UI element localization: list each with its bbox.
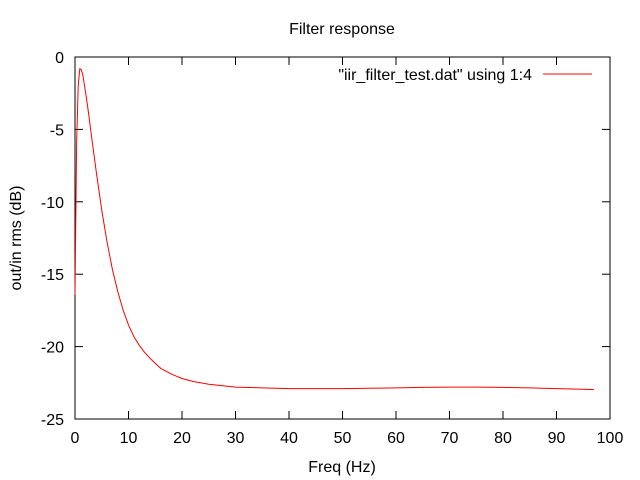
chart-title: Filter response xyxy=(289,21,395,38)
y-tick-label: 0 xyxy=(55,50,64,67)
x-tick-label: 50 xyxy=(334,430,352,447)
legend: "iir_filter_test.dat" using 1:4 xyxy=(338,67,592,84)
y-tick-label: -10 xyxy=(41,195,64,212)
x-tick-label: 0 xyxy=(71,430,80,447)
x-tick-label: 10 xyxy=(120,430,138,447)
legend-label: "iir_filter_test.dat" using 1:4 xyxy=(338,67,532,84)
y-axis-label: out/in rms (dB) xyxy=(8,186,25,291)
plot-frame xyxy=(74,56,611,420)
x-tick-label: 60 xyxy=(387,430,405,447)
series-line xyxy=(74,68,594,391)
x-tick-label: 90 xyxy=(548,430,566,447)
series-layer xyxy=(74,68,594,391)
y-tick-label: -15 xyxy=(41,267,64,284)
y-tick-label: -20 xyxy=(41,340,64,357)
x-tick-label: 40 xyxy=(280,430,298,447)
y-axis-ticks: 0 -5 -10 -15 -20 -25 xyxy=(41,50,610,429)
y-tick-label: -5 xyxy=(50,122,64,139)
x-tick-label: 30 xyxy=(227,430,245,447)
x-tick-label: 80 xyxy=(494,430,512,447)
x-tick-label: 70 xyxy=(441,430,459,447)
x-tick-label: 20 xyxy=(173,430,191,447)
x-axis-ticks: 0 10 20 30 40 50 60 70 80 90 100 xyxy=(71,57,624,447)
y-tick-label: -25 xyxy=(41,412,64,429)
x-axis-label: Freq (Hz) xyxy=(308,459,376,476)
x-tick-label: 100 xyxy=(597,430,624,447)
